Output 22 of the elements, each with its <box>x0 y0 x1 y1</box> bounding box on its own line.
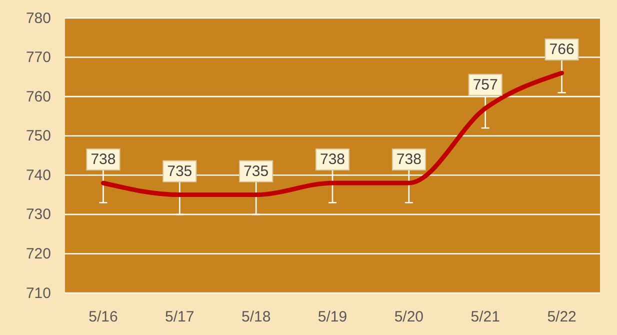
x-tick-label: 5/20 <box>394 308 424 326</box>
x-tick-label: 5/17 <box>165 308 194 326</box>
y-tick-label: 760 <box>26 88 51 106</box>
y-tick-label: 750 <box>26 128 51 145</box>
y-tick-label: 770 <box>26 49 51 66</box>
data-label: 738 <box>90 151 116 168</box>
data-label: 735 <box>244 162 269 180</box>
y-tick-label: 720 <box>26 246 51 263</box>
data-label: 766 <box>549 41 574 58</box>
data-label: 738 <box>396 151 422 168</box>
x-tick-label: 5/16 <box>88 308 118 326</box>
x-tick-label: 5/18 <box>241 308 271 326</box>
y-tick-label: 710 <box>26 284 51 302</box>
data-label: 735 <box>167 162 192 180</box>
x-tick-label: 5/19 <box>318 308 348 326</box>
y-tick-label: 730 <box>26 206 51 224</box>
data-label: 757 <box>472 76 498 94</box>
x-tick-label: 5/22 <box>547 308 576 326</box>
y-tick-label: 740 <box>26 166 51 184</box>
x-tick-label: 5/21 <box>470 308 500 326</box>
y-tick-label: 780 <box>26 10 51 27</box>
data-label: 738 <box>320 151 346 168</box>
